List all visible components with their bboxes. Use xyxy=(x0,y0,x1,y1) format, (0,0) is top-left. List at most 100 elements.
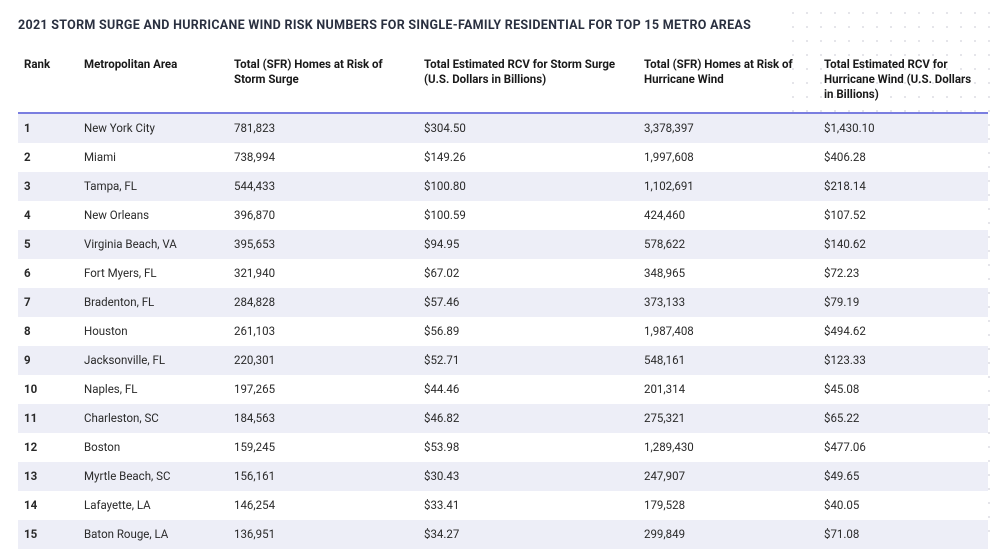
table-row: 6Fort Myers, FL321,940$67.02348,965$72.2… xyxy=(18,259,988,288)
cell-wind-homes: 348,965 xyxy=(638,259,818,288)
cell-surge-rcv: $57.46 xyxy=(418,288,638,317)
table-row: 9Jacksonville, FL220,301$52.71548,161$12… xyxy=(18,346,988,375)
table-row: 12Boston159,245$53.981,289,430$477.06 xyxy=(18,433,988,462)
cell-wind-rcv: $140.62 xyxy=(818,230,988,259)
cell-surge-rcv: $30.43 xyxy=(418,462,638,491)
cell-wind-homes: 299,849 xyxy=(638,520,818,549)
cell-rank: 2 xyxy=(18,143,78,172)
cell-wind-homes: 373,133 xyxy=(638,288,818,317)
cell-metro: Bradenton, FL xyxy=(78,288,228,317)
cell-metro: Fort Myers, FL xyxy=(78,259,228,288)
cell-rank: 9 xyxy=(18,346,78,375)
cell-surge-rcv: $304.50 xyxy=(418,113,638,143)
cell-rank: 12 xyxy=(18,433,78,462)
cell-metro: Virginia Beach, VA xyxy=(78,230,228,259)
col-header-metro: Metropolitan Area xyxy=(78,51,228,113)
cell-rank: 8 xyxy=(18,317,78,346)
table-row: 7Bradenton, FL284,828$57.46373,133$79.19 xyxy=(18,288,988,317)
col-header-rank: Rank xyxy=(18,51,78,113)
table-body: 1New York City781,823$304.503,378,397$1,… xyxy=(18,113,988,549)
cell-wind-homes: 275,321 xyxy=(638,404,818,433)
cell-surge-homes: 156,161 xyxy=(228,462,418,491)
cell-surge-homes: 159,245 xyxy=(228,433,418,462)
table-row: 3Tampa, FL544,433$100.801,102,691$218.14 xyxy=(18,172,988,201)
cell-wind-rcv: $79.19 xyxy=(818,288,988,317)
col-header-wind-homes: Total (SFR) Homes at Risk of Hurricane W… xyxy=(638,51,818,113)
cell-wind-homes: 1,289,430 xyxy=(638,433,818,462)
cell-rank: 11 xyxy=(18,404,78,433)
cell-surge-rcv: $46.82 xyxy=(418,404,638,433)
cell-metro: Baton Rouge, LA xyxy=(78,520,228,549)
table-row: 5Virginia Beach, VA395,653$94.95578,622$… xyxy=(18,230,988,259)
cell-surge-homes: 184,563 xyxy=(228,404,418,433)
cell-rank: 6 xyxy=(18,259,78,288)
header-row: Rank Metropolitan Area Total (SFR) Homes… xyxy=(18,51,988,113)
cell-surge-rcv: $33.41 xyxy=(418,491,638,520)
cell-metro: Naples, FL xyxy=(78,375,228,404)
cell-wind-rcv: $1,430.10 xyxy=(818,113,988,143)
cell-wind-homes: 1,997,608 xyxy=(638,143,818,172)
cell-wind-homes: 3,378,397 xyxy=(638,113,818,143)
cell-surge-homes: 395,653 xyxy=(228,230,418,259)
cell-wind-rcv: $40.05 xyxy=(818,491,988,520)
cell-wind-homes: 424,460 xyxy=(638,201,818,230)
table-row: 15Baton Rouge, LA136,951$34.27299,849$71… xyxy=(18,520,988,549)
col-header-wind-rcv: Total Estimated RCV for Hurricane Wind (… xyxy=(818,51,988,113)
table-row: 2Miami738,994$149.261,997,608$406.28 xyxy=(18,143,988,172)
cell-surge-homes: 146,254 xyxy=(228,491,418,520)
cell-surge-rcv: $53.98 xyxy=(418,433,638,462)
cell-wind-rcv: $72.23 xyxy=(818,259,988,288)
cell-metro: Miami xyxy=(78,143,228,172)
cell-surge-rcv: $100.80 xyxy=(418,172,638,201)
cell-surge-homes: 781,823 xyxy=(228,113,418,143)
cell-surge-rcv: $67.02 xyxy=(418,259,638,288)
cell-surge-rcv: $100.59 xyxy=(418,201,638,230)
cell-rank: 5 xyxy=(18,230,78,259)
cell-wind-homes: 1,102,691 xyxy=(638,172,818,201)
table-row: 1New York City781,823$304.503,378,397$1,… xyxy=(18,113,988,143)
cell-wind-homes: 179,528 xyxy=(638,491,818,520)
cell-wind-rcv: $65.22 xyxy=(818,404,988,433)
cell-rank: 13 xyxy=(18,462,78,491)
cell-wind-rcv: $406.28 xyxy=(818,143,988,172)
cell-surge-rcv: $44.46 xyxy=(418,375,638,404)
table-row: 11Charleston, SC184,563$46.82275,321$65.… xyxy=(18,404,988,433)
cell-wind-rcv: $71.08 xyxy=(818,520,988,549)
table-row: 4New Orleans396,870$100.59424,460$107.52 xyxy=(18,201,988,230)
cell-surge-homes: 261,103 xyxy=(228,317,418,346)
cell-surge-rcv: $56.89 xyxy=(418,317,638,346)
cell-surge-rcv: $149.26 xyxy=(418,143,638,172)
cell-surge-homes: 136,951 xyxy=(228,520,418,549)
cell-surge-homes: 544,433 xyxy=(228,172,418,201)
cell-rank: 10 xyxy=(18,375,78,404)
cell-metro: Jacksonville, FL xyxy=(78,346,228,375)
cell-rank: 7 xyxy=(18,288,78,317)
cell-metro: Lafayette, LA xyxy=(78,491,228,520)
table-row: 8Houston261,103$56.891,987,408$494.62 xyxy=(18,317,988,346)
cell-metro: Myrtle Beach, SC xyxy=(78,462,228,491)
cell-rank: 4 xyxy=(18,201,78,230)
table-row: 13Myrtle Beach, SC156,161$30.43247,907$4… xyxy=(18,462,988,491)
cell-rank: 3 xyxy=(18,172,78,201)
cell-wind-homes: 548,161 xyxy=(638,346,818,375)
cell-surge-homes: 197,265 xyxy=(228,375,418,404)
cell-wind-homes: 201,314 xyxy=(638,375,818,404)
cell-wind-rcv: $477.06 xyxy=(818,433,988,462)
cell-wind-homes: 247,907 xyxy=(638,462,818,491)
cell-metro: Tampa, FL xyxy=(78,172,228,201)
cell-wind-rcv: $123.33 xyxy=(818,346,988,375)
content-wrap: 2021 STORM SURGE AND HURRICANE WIND RISK… xyxy=(0,0,1000,559)
cell-wind-homes: 1,987,408 xyxy=(638,317,818,346)
cell-wind-rcv: $107.52 xyxy=(818,201,988,230)
cell-wind-rcv: $494.62 xyxy=(818,317,988,346)
cell-surge-homes: 396,870 xyxy=(228,201,418,230)
cell-metro: New York City xyxy=(78,113,228,143)
cell-surge-rcv: $52.71 xyxy=(418,346,638,375)
cell-wind-rcv: $49.65 xyxy=(818,462,988,491)
cell-surge-homes: 321,940 xyxy=(228,259,418,288)
table-row: 14Lafayette, LA146,254$33.41179,528$40.0… xyxy=(18,491,988,520)
cell-rank: 1 xyxy=(18,113,78,143)
cell-wind-rcv: $218.14 xyxy=(818,172,988,201)
cell-metro: New Orleans xyxy=(78,201,228,230)
table-row: 10Naples, FL197,265$44.46201,314$45.08 xyxy=(18,375,988,404)
